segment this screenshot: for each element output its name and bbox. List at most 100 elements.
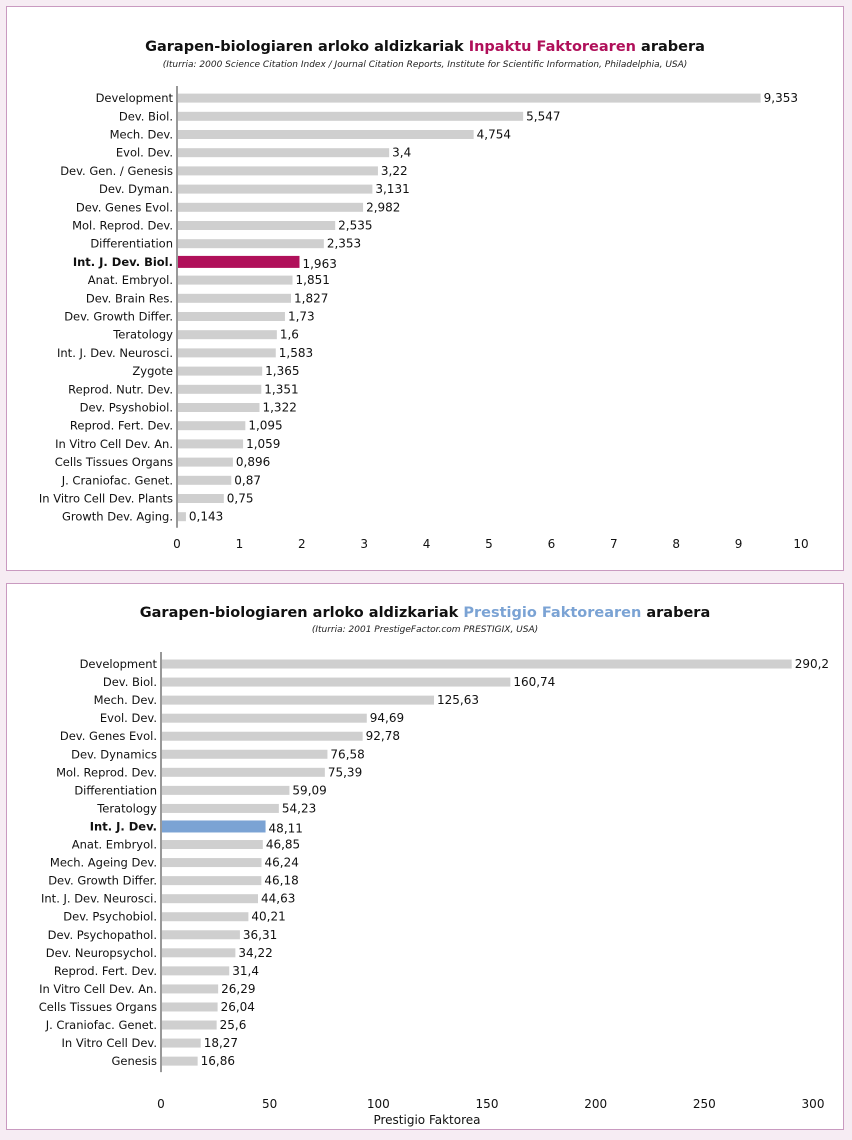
bar — [178, 239, 324, 249]
bar — [178, 403, 260, 412]
value-label: 0,87 — [234, 473, 261, 487]
bar — [178, 384, 262, 394]
x-tick-label: 150 — [476, 1097, 499, 1111]
chart-subtitle: (Iturria: 2000 Science Citation Index / … — [163, 60, 688, 70]
value-label: 92,78 — [366, 729, 400, 743]
category-label: Mol. Reprod. Dev. — [72, 219, 173, 233]
x-axis-label: Prestigio Faktorea — [373, 1113, 480, 1127]
bar — [162, 1038, 201, 1048]
x-tick-label: 100 — [367, 1097, 390, 1111]
value-label: 75,39 — [328, 765, 362, 779]
bar — [178, 421, 246, 431]
value-label: 48,11 — [269, 821, 303, 835]
bar — [162, 858, 262, 868]
value-label: 59,09 — [292, 783, 326, 797]
x-tick-label: 3 — [360, 537, 368, 551]
value-label: 1,6 — [280, 328, 299, 342]
bar — [178, 184, 373, 194]
category-label: Dev. Genes Evol. — [76, 200, 173, 214]
x-tick-label: 7 — [610, 537, 618, 551]
category-label: Development — [80, 657, 158, 671]
value-label: 1,583 — [279, 346, 313, 360]
bar — [162, 1056, 198, 1066]
value-label: 18,27 — [204, 1036, 238, 1050]
category-label: Reprod. Nutr. Dev. — [68, 382, 173, 396]
category-label: Growth Dev. Aging. — [62, 510, 173, 524]
value-label: 36,31 — [243, 928, 277, 942]
x-tick-label: 2 — [298, 537, 306, 551]
value-label: 34,22 — [238, 946, 272, 960]
chart-title: Garapen-biologiaren arloko aldizkariak P… — [140, 605, 711, 621]
category-label: Anat. Embryol. — [72, 838, 157, 852]
x-tick-label: 9 — [735, 537, 743, 551]
value-label: 3,131 — [375, 182, 409, 196]
chart-marks: Development 9,353 Dev. Biol. 5,547 Mech. Dev… — [39, 86, 809, 551]
value-label: 54,23 — [282, 801, 316, 815]
category-label: Mech. Dev. — [94, 693, 157, 707]
value-label: 25,6 — [220, 1018, 247, 1032]
value-label: 40,21 — [251, 910, 285, 924]
category-label: Teratology — [112, 328, 173, 342]
value-label: 31,4 — [232, 964, 259, 978]
value-label: 125,63 — [437, 693, 479, 707]
category-label: J. Craniofac. Genet. — [61, 473, 173, 487]
value-label: 1,059 — [246, 437, 280, 451]
category-label: Genesis — [111, 1054, 157, 1068]
category-label: Int. J. Dev. — [90, 819, 157, 833]
bar — [178, 348, 276, 358]
bar — [162, 912, 249, 922]
category-label: In Vitro Cell Dev. — [62, 1036, 157, 1050]
chart-title: Garapen-biologiaren arloko aldizkariak I… — [145, 39, 705, 55]
chart-marks: Development 290,2 Dev. Biol. 160,74 Mech. De… — [39, 652, 829, 1111]
x-tick-label: 50 — [262, 1097, 277, 1111]
category-label: Reprod. Fert. Dev. — [70, 419, 173, 433]
category-label: Mech. Ageing Dev. — [50, 856, 157, 870]
value-label: 1,095 — [248, 419, 282, 433]
category-label: Cells Tissues Organs — [55, 455, 173, 469]
bar — [162, 785, 290, 795]
category-label: Dev. Growth Differ. — [48, 874, 157, 888]
value-label: 5,547 — [526, 109, 560, 123]
value-label: 16,86 — [201, 1054, 235, 1068]
bar — [162, 731, 363, 741]
x-tick-label: 200 — [584, 1097, 607, 1111]
value-label: 46,24 — [264, 856, 298, 870]
value-label: 0,896 — [236, 455, 270, 469]
bar — [178, 148, 390, 158]
bar — [162, 695, 435, 705]
category-label: Anat. Embryol. — [88, 273, 173, 287]
bar — [178, 475, 232, 485]
impact-factor-chart: Garapen-biologiaren arloko aldizkariak I… — [39, 39, 809, 551]
bar — [162, 1002, 218, 1012]
value-label: 160,74 — [513, 675, 555, 689]
x-tick-label: 1 — [236, 537, 244, 551]
category-label: Dev. Genes Evol. — [60, 729, 157, 743]
x-tick-label: 8 — [672, 537, 680, 551]
x-tick-label: 6 — [548, 537, 556, 551]
category-label: Differentiation — [74, 783, 157, 797]
bar — [162, 659, 792, 669]
bar — [178, 255, 300, 268]
value-label: 0,75 — [227, 492, 254, 506]
x-tick-label: 0 — [157, 1097, 165, 1111]
category-label: Evol. Dev. — [100, 711, 157, 725]
bar — [178, 202, 364, 212]
prestige-factor-panel: Garapen-biologiaren arloko aldizkariak P… — [6, 583, 844, 1130]
value-label: 1,827 — [294, 291, 328, 305]
value-label: 1,963 — [302, 257, 336, 271]
bar — [178, 293, 292, 303]
category-label: Dev. Gen. / Genesis — [60, 164, 173, 178]
value-label: 9,353 — [764, 91, 798, 105]
bar — [178, 330, 277, 340]
category-label: In Vitro Cell Dev. An. — [55, 437, 173, 451]
bar — [178, 494, 224, 503]
value-label: 1,365 — [265, 364, 299, 378]
bar — [178, 457, 233, 467]
category-label: J. Craniofac. Genet. — [45, 1018, 157, 1032]
category-label: Dev. Biol. — [103, 675, 157, 689]
value-label: 2,353 — [327, 237, 361, 251]
bar — [162, 948, 236, 958]
category-label: In Vitro Cell Dev. Plants — [39, 492, 173, 506]
bar — [178, 93, 761, 103]
bar — [162, 894, 258, 904]
